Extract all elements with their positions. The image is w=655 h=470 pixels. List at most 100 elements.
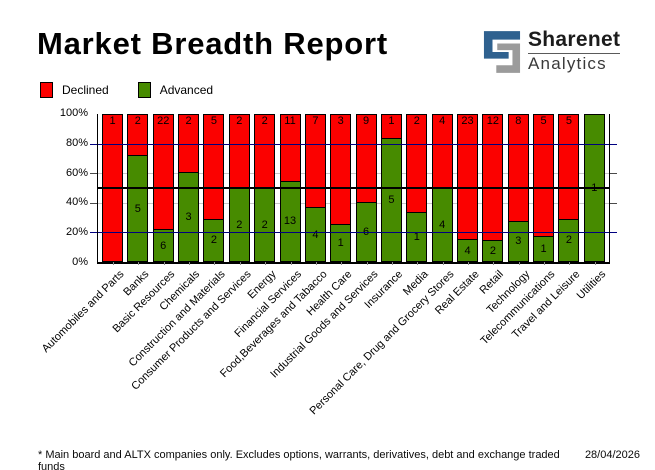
x-tick	[264, 262, 266, 265]
x-tick	[568, 262, 570, 265]
x-tick	[340, 262, 342, 265]
advanced-count: 5	[134, 202, 141, 215]
advanced-count: 3	[515, 235, 522, 248]
declined-count: 4	[439, 115, 446, 127]
y-tick-40pct	[90, 202, 97, 204]
y-tick-80pct	[610, 143, 617, 145]
gridline-60pct	[98, 173, 609, 175]
declined-segment: 8	[507, 114, 529, 222]
sharenet-logo-icon	[483, 31, 521, 73]
y-tick-20pct	[90, 232, 97, 234]
chart-legend: Declined Advanced	[40, 82, 213, 98]
advanced-count: 2	[210, 234, 217, 247]
x-tick	[290, 262, 292, 265]
legend-label-advanced: Advanced	[159, 83, 214, 97]
declined-count: 8	[515, 115, 522, 127]
x-tick	[518, 262, 520, 265]
declined-segment: 4	[431, 114, 453, 188]
chart-plot-area: 1252262352222211137431961521442341228351…	[90, 114, 617, 265]
declined-count: 23	[461, 115, 474, 127]
advanced-segment: 5	[380, 138, 402, 262]
advanced-count: 6	[160, 239, 167, 252]
x-tick	[239, 262, 241, 265]
declined-count: 12	[486, 115, 500, 127]
x-tick	[391, 262, 393, 265]
declined-segment: 5	[533, 114, 555, 238]
advanced-segment: 2	[482, 240, 504, 262]
advanced-segment: 6	[152, 230, 174, 262]
declined-count: 22	[157, 115, 170, 127]
report-footer: * Main board and ALTX companies only. Ex…	[0, 449, 655, 470]
declined-count: 11	[284, 115, 296, 127]
advanced-count: 6	[363, 226, 369, 238]
declined-count: 5	[540, 115, 547, 127]
advanced-count: 4	[312, 228, 319, 241]
logo-divider	[528, 53, 621, 55]
declined-count: 3	[337, 115, 344, 127]
advanced-count: 13	[283, 215, 297, 228]
page-title: Market Breadth Report	[37, 26, 388, 61]
advanced-count: 2	[565, 234, 573, 247]
declined-segment: 1	[380, 114, 402, 139]
advanced-count: 1	[413, 230, 420, 243]
declined-count: 2	[413, 115, 420, 127]
y-label-60: 60%	[65, 167, 88, 179]
legend-item-declined: Declined	[40, 82, 109, 98]
bar-basic-resources: 22 6	[152, 114, 174, 262]
declined-count: 1	[109, 115, 116, 127]
declined-count: 7	[312, 115, 319, 127]
advanced-segment: 2	[203, 219, 225, 262]
gridline-80pct	[98, 143, 609, 145]
declined-segment: 5	[558, 114, 580, 220]
x-tick	[163, 262, 165, 265]
x-tick	[467, 262, 469, 265]
declined-segment: 5	[203, 114, 225, 220]
logo-division-name: Analytics	[528, 54, 607, 74]
x-tick	[315, 262, 317, 265]
advanced-segment: 3	[507, 221, 529, 262]
advanced-segment: 5	[127, 156, 149, 262]
y-tick-20pct	[610, 232, 617, 234]
x-tick	[366, 262, 368, 265]
x-tick	[594, 262, 596, 265]
report-date: 28/04/2026	[584, 449, 640, 461]
advanced-count: 1	[540, 243, 547, 256]
y-tick-80pct	[90, 143, 97, 145]
advanced-segment: 2	[254, 188, 276, 262]
declined-segment: 7	[304, 114, 326, 209]
x-tick	[416, 262, 418, 265]
x-tick	[137, 262, 139, 265]
gridline-40pct	[98, 202, 609, 204]
y-tick-60pct	[90, 173, 97, 175]
y-tick-60pct	[610, 173, 617, 175]
declined-count: 1	[388, 115, 395, 127]
declined-segment: 2	[254, 114, 276, 188]
sharenet-logo: Sharenet Analytics	[483, 28, 621, 75]
advanced-segment: 1	[330, 225, 352, 262]
advanced-count: 4	[464, 244, 471, 257]
declined-segment: 2	[228, 114, 250, 188]
gridline-50pct	[98, 187, 609, 189]
y-label-20: 20%	[65, 226, 88, 238]
advanced-count: 2	[261, 218, 268, 231]
declined-count: 2	[185, 115, 192, 127]
y-tick-40pct	[610, 202, 617, 204]
y-label-40: 40%	[65, 196, 88, 208]
x-label-automobiles-and-parts: Automobiles and Parts	[39, 268, 127, 356]
advanced-segment: 13	[279, 181, 301, 262]
advanced-count: 5	[388, 193, 395, 206]
declined-segment: 2	[127, 114, 149, 157]
declined-count: 9	[363, 115, 370, 127]
x-tick	[442, 262, 444, 265]
x-tick	[188, 262, 190, 265]
y-label-80: 80%	[65, 137, 88, 149]
declined-segment: 11	[279, 114, 301, 182]
declined-swatch-icon	[40, 82, 53, 98]
x-tick	[213, 262, 215, 265]
